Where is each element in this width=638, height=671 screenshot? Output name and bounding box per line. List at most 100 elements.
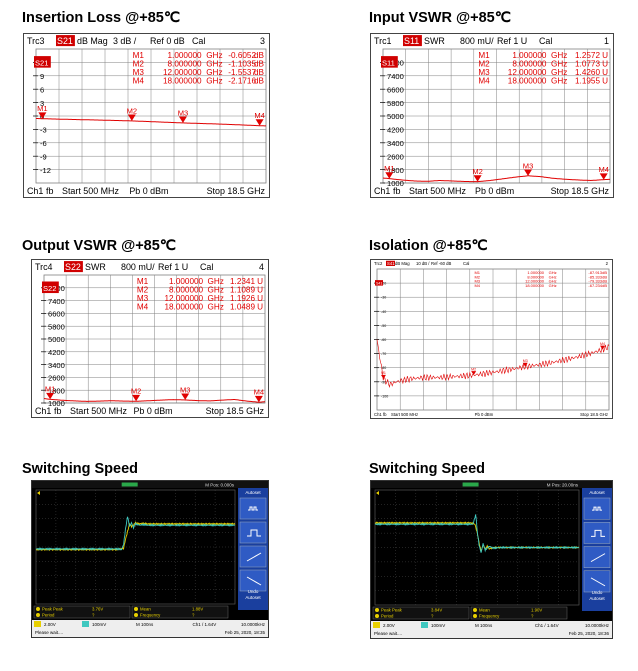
marker-triangle bbox=[471, 371, 477, 376]
marker-readout-value: -2.1716 bbox=[228, 77, 256, 86]
param-tag bbox=[386, 260, 395, 266]
footer-ch: Ch1 bbox=[27, 186, 43, 196]
marker-triangle bbox=[132, 394, 141, 402]
marker-readout-value: -0.6052 bbox=[228, 51, 256, 60]
marker-label: M4 bbox=[600, 342, 605, 346]
param-tag bbox=[403, 35, 422, 47]
isolation-chart: Trc2 S41 dB Mag 10 dB / Ref -60 dB Cal 2 -20 -30… bbox=[370, 259, 613, 419]
footer-fb: fb bbox=[46, 186, 53, 196]
y-tick-label: -40 bbox=[381, 310, 386, 314]
marker-readout-freq: 18.000000 bbox=[508, 77, 547, 86]
ref-tag-label: S11 bbox=[382, 59, 395, 68]
header-format: dB Mag bbox=[77, 36, 108, 46]
marker-readout-value: 1.0773 bbox=[575, 60, 600, 69]
meas-mean-value: 1.90V bbox=[531, 608, 542, 613]
marker-readout-value: 1.1089 bbox=[230, 286, 255, 295]
marker-label: M4 bbox=[598, 165, 608, 174]
marker-label: M3 bbox=[523, 359, 528, 363]
status-message: Please wait.... bbox=[374, 631, 402, 636]
marker-readout-vunit: dB bbox=[602, 283, 607, 288]
y-tick-label: -30 bbox=[381, 296, 386, 300]
ch1-level-indicator bbox=[37, 491, 40, 495]
marker-triangle bbox=[255, 119, 264, 126]
waveform-shape-icon bbox=[248, 506, 258, 511]
marker-label: M3 bbox=[523, 161, 533, 170]
marker-readout-vunit: dB bbox=[254, 77, 265, 86]
footer-pb: Pb 0 dBm bbox=[133, 406, 172, 416]
marker-readout-unit: GHz bbox=[206, 77, 222, 86]
y-tick-label: 9 bbox=[40, 72, 44, 81]
y-tick-label: -90 bbox=[381, 380, 386, 384]
waveform-shape-icon bbox=[247, 529, 261, 537]
marker-readout-value: -1.5537 bbox=[228, 68, 256, 77]
marker-readout-unit: GHz bbox=[549, 270, 557, 275]
marker-readout-value: 1.1926 bbox=[230, 294, 255, 303]
footer-pb: Pb 0 dBm bbox=[475, 412, 494, 417]
ch1-badge bbox=[36, 607, 40, 611]
y-tick-label: 6 bbox=[40, 85, 44, 94]
marker-triangle bbox=[178, 116, 187, 123]
ch1-badge bbox=[134, 607, 138, 611]
marker-readout-name: M1 bbox=[137, 277, 149, 286]
ref-tag bbox=[34, 56, 51, 68]
param-tag bbox=[56, 35, 75, 47]
footer-ch: Ch1 bbox=[35, 406, 51, 416]
marker-label: M4 bbox=[254, 111, 264, 120]
waveform-shape-icon bbox=[590, 553, 606, 563]
marker-readout-name: M3 bbox=[478, 68, 490, 77]
y-tick-label: 2600 bbox=[387, 152, 404, 161]
marker-readout-name: M2 bbox=[478, 60, 490, 69]
measurement-box-2 bbox=[131, 605, 229, 619]
ch1-tag bbox=[373, 622, 380, 628]
ch1-scale: 2.00V bbox=[383, 623, 395, 628]
marker-readout-unit: GHz bbox=[208, 286, 224, 295]
y-tick-label: 5000 bbox=[48, 335, 65, 344]
marker-readout-vunit: dB bbox=[602, 274, 607, 279]
marker-triangle bbox=[38, 112, 47, 119]
meas-mean-label: Mean bbox=[140, 607, 151, 612]
scope-bottom-bar bbox=[371, 621, 612, 638]
y-tick-label: -20 bbox=[381, 282, 386, 286]
marker-readout-name: M4 bbox=[478, 77, 490, 86]
trace-line bbox=[376, 339, 610, 388]
marker-readout-unit: GHz bbox=[206, 51, 222, 60]
marker-readout-unit: GHz bbox=[206, 60, 222, 69]
isolation-title: Isolation @+85℃ bbox=[369, 238, 488, 254]
insertion-loss-title: Insertion Loss @+85℃ bbox=[22, 10, 181, 26]
ref-tag bbox=[42, 281, 59, 294]
trigger-status-badge bbox=[121, 482, 138, 487]
marker-readout-unit: GHz bbox=[549, 283, 557, 288]
header-ch: 3 bbox=[260, 36, 265, 46]
timestamp: Feb 25, 2020, 18:36 bbox=[569, 631, 610, 636]
marker-label: M1 bbox=[384, 164, 394, 173]
y-tick-label: 4200 bbox=[48, 348, 65, 357]
y-tick-label: 4200 bbox=[387, 126, 404, 135]
waveform-ch1 bbox=[35, 521, 236, 552]
marker-triangle bbox=[380, 374, 386, 379]
ref-tag-label: S22 bbox=[43, 284, 56, 293]
marker-label: M3 bbox=[180, 385, 190, 394]
switching-speed-title-left: Switching Speed bbox=[22, 461, 139, 477]
ref-tag-label: S21 bbox=[35, 59, 48, 68]
waveform-shape-icon-path bbox=[246, 576, 262, 586]
waveform-ch2 bbox=[35, 516, 236, 551]
meas-mean-label: Mean bbox=[479, 608, 490, 613]
waveform-shape-icon bbox=[246, 552, 262, 562]
marker-label: M2 bbox=[131, 387, 141, 396]
header-scale: 3 dB / bbox=[113, 36, 137, 46]
marker-readout-vunit: dB bbox=[254, 51, 265, 60]
meas-freq-value: ? bbox=[192, 613, 195, 618]
timebase: M 100ns bbox=[136, 622, 154, 627]
footer-fb: fb bbox=[383, 412, 387, 417]
y-tick-label: 3400 bbox=[387, 139, 404, 148]
marker-triangle bbox=[46, 392, 55, 400]
footer-stop: Stop 18.5 GHz bbox=[206, 406, 265, 416]
marker-readout-vunit: U bbox=[257, 294, 263, 303]
header-format: SWR bbox=[424, 36, 445, 46]
marker-readout-value: 1.4260 bbox=[575, 68, 600, 77]
marker-readout-vunit: U bbox=[602, 68, 608, 77]
waveform-shape-icon bbox=[246, 576, 262, 586]
marker-readout-unit: GHz bbox=[549, 274, 557, 279]
param-label: S11 bbox=[404, 36, 419, 46]
marker-triangle bbox=[600, 345, 606, 350]
